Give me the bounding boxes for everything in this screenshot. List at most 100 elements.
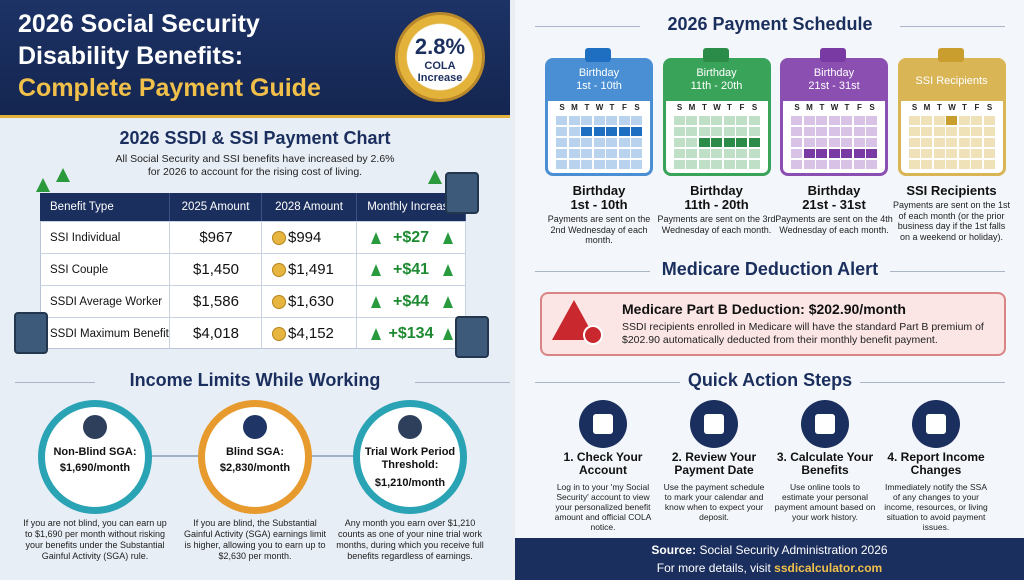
table-cell: SSDI Average Worker	[40, 285, 170, 317]
calendar-day	[686, 138, 697, 147]
step-text: Use the payment schedule to mark your ca…	[663, 482, 765, 522]
arrow-icon	[443, 232, 453, 244]
calendar-day	[983, 127, 995, 136]
calendar-day	[618, 116, 630, 125]
calendar-badge: 21st - 31st	[808, 80, 860, 92]
calendar-day	[606, 116, 617, 125]
step-icon-inner	[704, 414, 724, 434]
calendar-day	[556, 149, 567, 158]
coin-icon	[272, 327, 286, 341]
coin-icon	[272, 231, 286, 245]
table-cell: SSI Individual	[40, 221, 170, 253]
coin-icon	[272, 263, 286, 277]
limit-icon	[398, 415, 422, 439]
limit-text: Any month you earn over $1,210 counts as…	[336, 518, 484, 561]
calendar-day	[816, 160, 827, 169]
arrow-icon	[36, 178, 50, 192]
table-cell: SSI Couple	[40, 253, 170, 285]
weekday: S	[986, 103, 993, 112]
weekday: T	[962, 103, 967, 112]
limit-title: Non-Blind SGA:	[53, 446, 137, 458]
step-icon-inner	[593, 414, 613, 434]
calendar-day	[828, 160, 840, 169]
calendar-day	[958, 149, 970, 158]
calendar-header	[548, 61, 650, 101]
cell-text: SSDI Maximum Benefit	[50, 328, 169, 340]
calendar-day	[736, 116, 747, 125]
calendar-day	[908, 160, 920, 169]
more-text: For more details, visit	[656, 561, 771, 575]
weekday: W	[830, 103, 839, 112]
calendar-day	[841, 116, 852, 125]
calendar-day	[816, 149, 827, 158]
arrow-icon	[371, 328, 381, 340]
calendar-day	[631, 160, 642, 169]
weekday: F	[622, 103, 627, 112]
card-title: SSI Recipients	[906, 183, 997, 198]
weekday: F	[974, 103, 980, 112]
calendar-card: Birthday 21st - 31st S M T W T F S	[780, 58, 888, 176]
table-cell: $994	[262, 221, 357, 253]
calendar-day	[698, 116, 710, 125]
weekday: T	[727, 103, 732, 112]
calendar-day	[946, 160, 957, 169]
weekday: T	[584, 103, 590, 112]
calendar-day	[816, 116, 827, 125]
calendar-day	[686, 160, 697, 169]
calendar-day	[921, 149, 932, 158]
calendar-day	[723, 160, 735, 169]
weekday: M	[571, 103, 578, 112]
cell-text: $967	[199, 229, 233, 246]
calendar-day	[803, 116, 815, 125]
calendar-day	[593, 138, 605, 147]
limit-title: Blind SGA:	[225, 446, 285, 458]
link[interactable]: ssdicalculator.com	[774, 561, 883, 575]
cell-text: +$27	[392, 229, 430, 246]
cell-text: SSDI Average Worker	[50, 296, 163, 308]
calendar-day	[556, 127, 567, 136]
calendar-badge: Birthday	[578, 67, 620, 79]
weekday: F	[739, 103, 745, 112]
calendar-day	[866, 127, 877, 136]
calendar-day	[711, 160, 722, 169]
calendar-day	[983, 160, 995, 169]
calendar-day	[723, 127, 735, 136]
calendar-day	[686, 116, 697, 125]
card-text: Payments are sent on the 4th Wednesday o…	[775, 214, 893, 235]
calendar-day	[736, 127, 747, 136]
table-header: 2025 Amount	[170, 193, 262, 221]
alert-icon	[583, 325, 603, 345]
calendar-day	[631, 127, 642, 136]
step-title: 4. Report Income Changes	[887, 450, 985, 477]
card-title: Birthday	[807, 183, 861, 198]
weekday: S	[751, 103, 758, 112]
limit-value: $1,690/month	[59, 462, 131, 474]
calculator-icon	[14, 312, 48, 354]
arrow-icon	[443, 328, 453, 340]
weekday: T	[702, 103, 707, 112]
footer-line: For more details, visit ssdicalculator.c…	[515, 561, 1024, 577]
calendar-day	[748, 116, 760, 125]
calendar-day	[828, 138, 840, 147]
calendar-day	[686, 149, 697, 158]
header-title: Disability Benefits:	[18, 42, 244, 70]
cell-text: $4,152	[288, 325, 334, 342]
table-cell: SSDI Maximum Benefit	[40, 317, 170, 349]
calendar-badge: SSI Recipients	[915, 75, 988, 87]
arrow-icon	[443, 296, 453, 308]
arrow-icon	[371, 264, 381, 276]
calendar-day	[606, 149, 617, 158]
cell-text: $1,586	[193, 293, 239, 310]
calendar-day	[711, 127, 722, 136]
cell-text: $1,491	[288, 261, 334, 278]
calendar-header	[900, 61, 1003, 101]
card-text: Payments are sent on the 2nd Wednesday o…	[547, 214, 651, 245]
arrow-icon	[443, 264, 453, 276]
calendar-day	[983, 116, 995, 125]
table-cell: $4,152	[262, 317, 357, 349]
calendar-day	[921, 127, 932, 136]
calendar-day	[581, 127, 592, 136]
table-cell: $1,586	[170, 285, 262, 317]
weekday: T	[819, 103, 825, 112]
